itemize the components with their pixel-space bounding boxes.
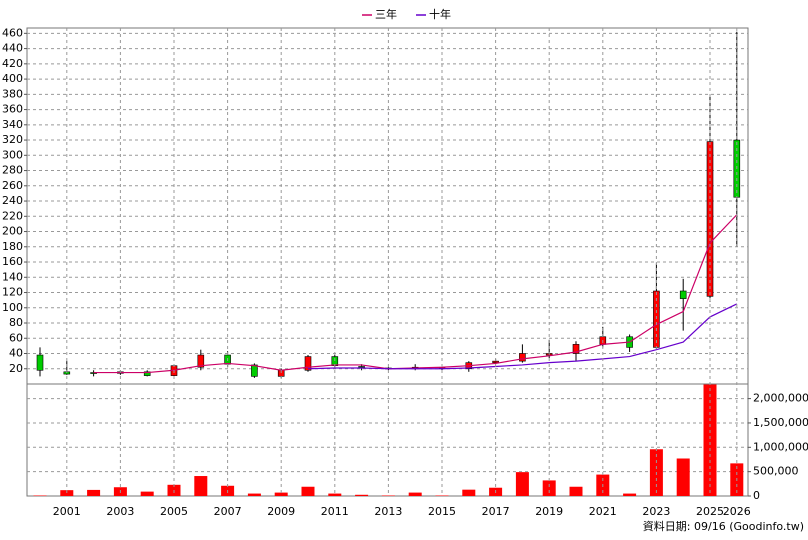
y-tick-label: 140 (2, 270, 23, 283)
y-tick-label: 40 (9, 347, 23, 360)
volume-bar (462, 489, 476, 496)
candle-body (358, 366, 365, 368)
candle-body (304, 356, 312, 371)
y-tick-label: 500,000 (753, 465, 799, 478)
volume-bar (623, 493, 637, 496)
candle-body (519, 353, 526, 362)
volume-bar (87, 489, 101, 496)
y-tick-label: 0 (753, 489, 760, 502)
y-tick-label: 20 (9, 362, 23, 375)
ma-line (307, 303, 738, 370)
volume-bar (140, 491, 154, 496)
x-tick-label: 2026 (723, 505, 751, 518)
x-tick-label: 2017 (482, 505, 510, 518)
y-tick-label: 80 (9, 316, 23, 329)
y-tick-label: 440 (2, 42, 23, 55)
y-tick-label: 400 (2, 72, 23, 85)
candle-body (197, 354, 205, 368)
y-tick-label: 360 (2, 103, 23, 116)
x-tick-label: 2025 (696, 505, 724, 518)
x-tick-label: 2009 (267, 505, 295, 518)
y-tick-label: 160 (2, 255, 23, 268)
volume-bar (301, 486, 315, 496)
legend-label: 十年 (429, 7, 451, 21)
x-tick-label: 2011 (321, 505, 349, 518)
x-tick-label: 2005 (160, 505, 188, 518)
candle-body (251, 364, 258, 377)
x-tick-label: 2001 (53, 505, 81, 518)
candle-body (706, 141, 714, 297)
x-tick-label: 2003 (106, 505, 134, 518)
x-tick-label: 2019 (535, 505, 563, 518)
volume-bar (703, 384, 717, 496)
volume-bar (408, 492, 422, 496)
y-tick-label: 1,500,000 (753, 416, 808, 429)
candle-body (143, 371, 151, 376)
y-tick-label: 120 (2, 286, 23, 299)
x-tick-label: 2007 (214, 505, 242, 518)
y-tick-label: 280 (2, 164, 23, 177)
y-tick-label: 60 (9, 331, 23, 344)
volume-bar (328, 493, 342, 496)
y-tick-label: 180 (2, 240, 23, 253)
volume-bar (194, 476, 208, 496)
y-tick-label: 380 (2, 87, 23, 100)
x-tick-label: 2013 (374, 505, 402, 518)
volume-bar (542, 480, 556, 496)
candle-body (679, 290, 687, 299)
y-tick-label: 300 (2, 148, 23, 161)
candle-body (492, 360, 499, 363)
y-tick-label: 260 (2, 179, 23, 192)
y-tick-label: 2,000,000 (753, 392, 808, 405)
volume-bar (247, 493, 261, 496)
y-tick-label: 460 (2, 26, 23, 39)
y-tick-label: 340 (2, 118, 23, 131)
y-tick-label: 240 (2, 194, 23, 207)
x-tick-label: 2023 (642, 505, 670, 518)
ma-line (93, 214, 738, 374)
candle-body (36, 354, 44, 371)
x-tick-label: 2021 (589, 505, 617, 518)
source-note: 資料日期: 09/16 (Goodinfo.tw) (643, 519, 804, 533)
legend-label: 三年 (375, 7, 397, 21)
volume-bar (676, 458, 690, 496)
y-tick-label: 420 (2, 57, 23, 70)
y-tick-label: 100 (2, 301, 23, 314)
candle-body (572, 344, 580, 354)
y-tick-label: 200 (2, 225, 23, 238)
volume-bar (515, 472, 529, 496)
volume-bar (274, 492, 288, 496)
volume-bar (569, 486, 583, 496)
y-tick-label: 220 (2, 209, 23, 222)
volume-bar (355, 494, 369, 496)
volume-bar (60, 490, 74, 496)
y-tick-label: 1,000,000 (753, 440, 808, 453)
y-tick-label: 320 (2, 133, 23, 146)
x-tick-label: 2015 (428, 505, 456, 518)
